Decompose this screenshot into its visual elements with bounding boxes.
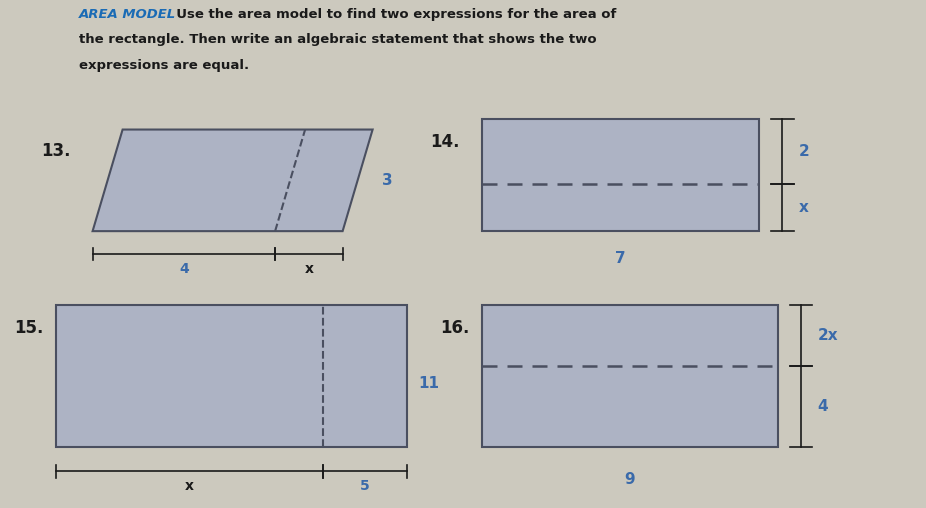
Text: x: x <box>305 262 313 276</box>
Polygon shape <box>93 130 372 231</box>
Text: 4: 4 <box>179 262 189 276</box>
Text: 11: 11 <box>419 375 440 391</box>
Bar <box>56 305 407 447</box>
Bar <box>482 119 759 231</box>
Text: the rectangle. Then write an algebraic statement that shows the two: the rectangle. Then write an algebraic s… <box>79 33 596 46</box>
Text: 3: 3 <box>382 173 393 188</box>
Text: 2x: 2x <box>818 328 838 343</box>
Text: x: x <box>799 200 809 215</box>
Text: Use the area model to find two expressions for the area of: Use the area model to find two expressio… <box>167 8 616 21</box>
Text: 4: 4 <box>818 399 828 414</box>
Text: 7: 7 <box>615 251 626 267</box>
Text: 9: 9 <box>624 472 635 488</box>
Text: x: x <box>185 479 194 493</box>
Text: 2: 2 <box>799 144 810 160</box>
Text: 13.: 13. <box>42 142 71 160</box>
Text: 14.: 14. <box>431 133 460 151</box>
Bar <box>482 305 778 447</box>
Text: 15.: 15. <box>14 319 44 337</box>
Text: 16.: 16. <box>440 319 469 337</box>
Text: AREA MODEL: AREA MODEL <box>79 8 176 21</box>
Text: expressions are equal.: expressions are equal. <box>79 59 249 73</box>
Text: 5: 5 <box>360 479 370 493</box>
